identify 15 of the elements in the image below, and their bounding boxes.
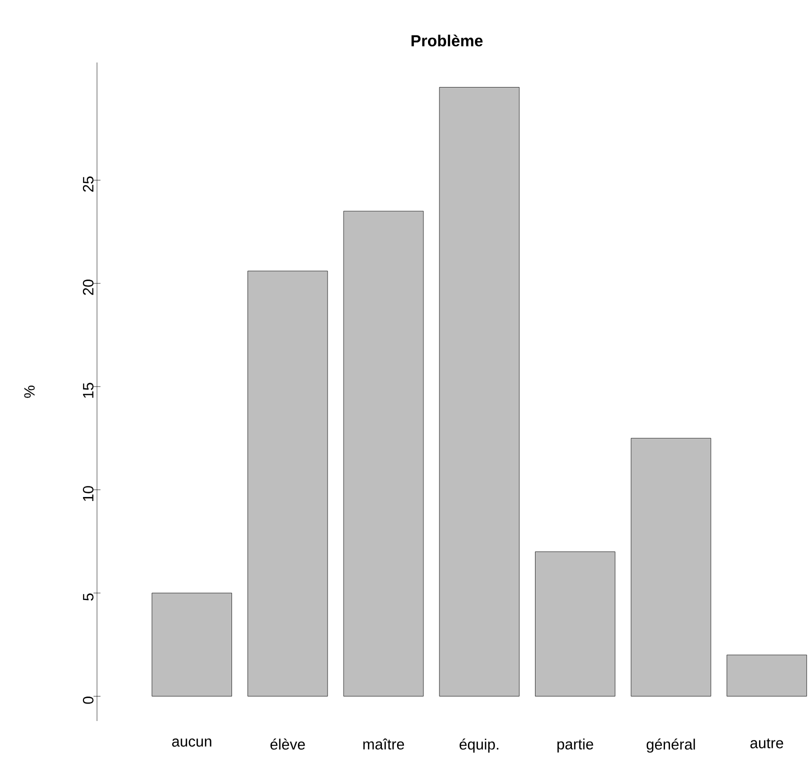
y-tick-label: 15 [83,382,94,398]
y-tick-label: 0 [82,696,94,704]
x-tick-label: partie [557,738,594,752]
y-axis-title: % [24,386,35,398]
y-tick-label: 25 [82,176,94,192]
y-tick-label: 5 [83,593,94,601]
x-tick-label: général [646,738,695,753]
x-tick-label: équip. [460,738,498,753]
y-tick-label: 20 [82,280,94,295]
y-tick-label: 10 [82,486,94,501]
x-tick-label: autre [750,738,784,748]
x-tick-label: élève [270,738,305,750]
x-tick-label: aucun [172,738,212,747]
chart-title: Problème [412,34,483,46]
x-tick-label: maître [363,738,404,750]
